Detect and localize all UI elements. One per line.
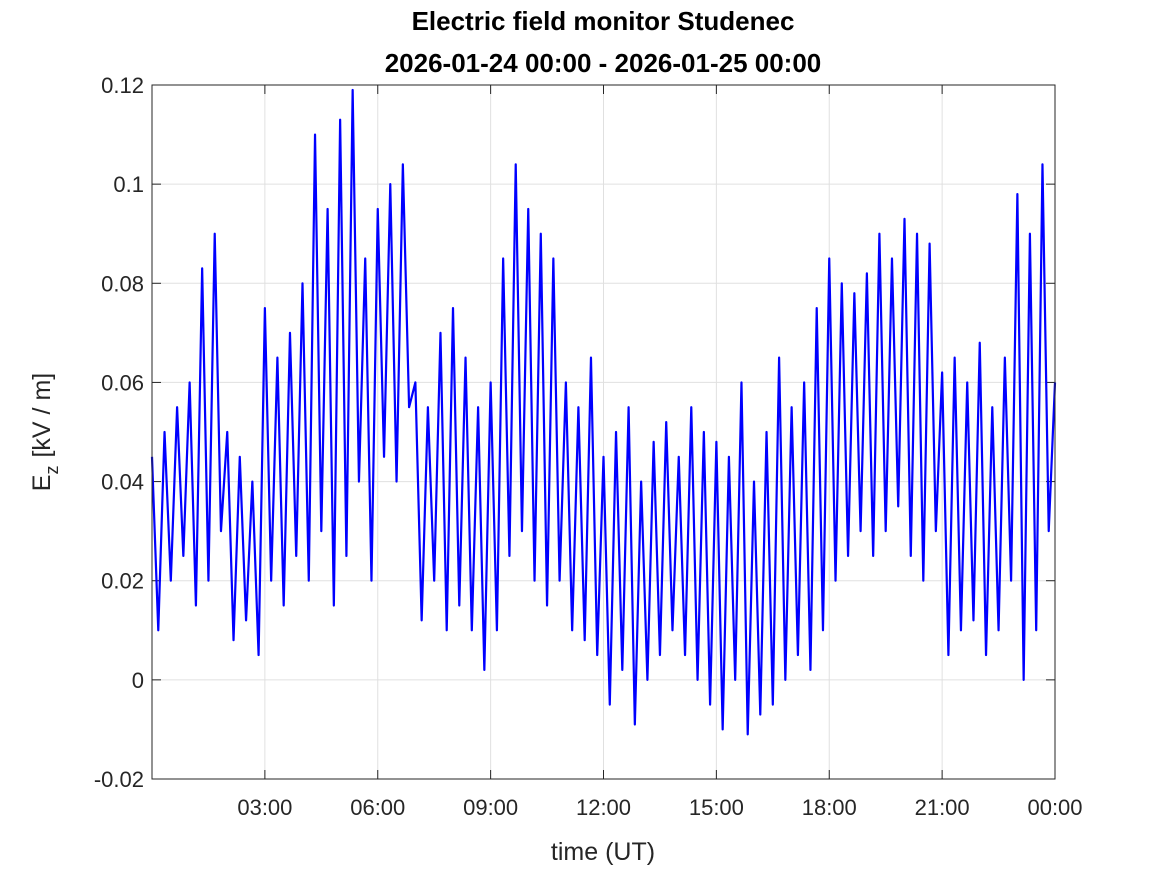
chart-title: Electric field monitor Studenec [412, 6, 795, 36]
y-label-base: E [28, 475, 56, 492]
x-tick-label: 00:00 [1027, 795, 1082, 820]
y-tick-label: 0.02 [101, 569, 144, 594]
plot-area: -0.02 0 0.02 0.04 0.06 0.08 0.1 0.12 03:00 06:00 0… [94, 73, 1083, 820]
y-tick-label: 0.1 [113, 172, 144, 197]
axes-frame [151, 84, 1056, 780]
y-tick-label: 0.06 [101, 370, 144, 395]
x-tick-label: 12:00 [576, 795, 631, 820]
x-tick-label: 06:00 [350, 795, 405, 820]
chart-subtitle: 2026-01-24 00:00 - 2026-01-25 00:00 [385, 48, 822, 78]
x-tick-label: 03:00 [237, 795, 292, 820]
data-line [150, 88, 1057, 736]
y-axis-label: Ez [kV / m] [28, 373, 62, 491]
y-tick-label: 0.08 [101, 271, 144, 296]
y-tick-label: 0.12 [101, 73, 144, 98]
x-tick-label: 15:00 [689, 795, 744, 820]
x-tick-label: 18:00 [802, 795, 857, 820]
x-tick-label: 21:00 [915, 795, 970, 820]
y-label-subscript: z [42, 466, 62, 475]
x-tick-label: 09:00 [463, 795, 518, 820]
x-axis-label: time (UT) [551, 838, 655, 866]
y-label-unit: [kV / m] [28, 373, 56, 458]
y-tick-label: 0.04 [101, 470, 144, 495]
y-tick-label: 0 [132, 668, 144, 693]
y-tick-label: -0.02 [94, 767, 144, 792]
